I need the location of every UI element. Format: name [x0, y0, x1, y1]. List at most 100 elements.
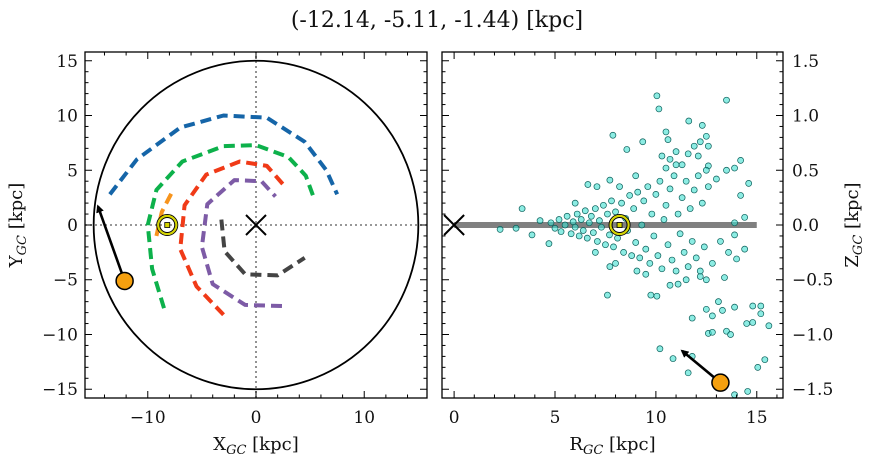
star-point — [646, 259, 654, 267]
star-point — [672, 161, 680, 169]
star-point — [723, 96, 730, 104]
star-point — [684, 263, 692, 270]
star-point — [581, 207, 589, 215]
star-point — [761, 356, 769, 364]
star-point — [731, 231, 738, 239]
star-point — [634, 188, 642, 196]
star-point — [633, 267, 641, 275]
star-point — [685, 117, 693, 125]
star-point — [668, 256, 676, 264]
star-point — [618, 199, 625, 207]
star-point — [696, 267, 704, 275]
star-point — [727, 331, 734, 338]
star-point — [623, 146, 631, 153]
star-point — [666, 185, 674, 193]
star-point — [518, 205, 526, 212]
star-point — [678, 194, 686, 201]
star-point — [632, 239, 640, 246]
spiral-arm — [199, 178, 283, 309]
star-point — [555, 216, 563, 223]
star-point — [591, 249, 599, 256]
star-point — [690, 186, 698, 194]
star-point — [684, 150, 692, 158]
star-point — [561, 221, 569, 229]
star-point — [551, 224, 559, 232]
star-point — [584, 181, 592, 188]
velocity-arrow — [96, 204, 126, 282]
star-point — [666, 155, 674, 163]
star-point — [512, 224, 520, 232]
star-point — [536, 217, 544, 224]
star-point — [642, 270, 650, 278]
star-point — [528, 231, 536, 239]
star-point — [655, 105, 663, 113]
star-point — [609, 131, 617, 139]
star-point — [733, 255, 740, 263]
y-tick-label: −0.5 — [792, 271, 833, 291]
star-point — [575, 232, 583, 240]
star-point — [674, 210, 682, 218]
star-point — [702, 276, 710, 284]
y-tick-label: 0.0 — [792, 216, 819, 236]
star-point — [648, 210, 656, 218]
star-point — [698, 199, 706, 207]
star-point — [626, 192, 634, 199]
x-tick-label: −10 — [130, 408, 166, 428]
star-point — [757, 310, 765, 318]
star-point — [600, 201, 607, 209]
star-point — [723, 166, 730, 174]
star-point — [700, 243, 708, 251]
spiral-arm — [145, 143, 316, 309]
star-point — [662, 128, 670, 136]
star-point — [579, 227, 587, 234]
star-point — [545, 240, 553, 247]
sun-ring — [157, 214, 178, 236]
sun-inner-ring — [611, 217, 628, 233]
y-tick-label: 0.5 — [792, 161, 819, 181]
star-point — [604, 210, 611, 218]
star-point — [725, 249, 732, 256]
star-point — [594, 238, 601, 245]
star-point — [577, 216, 585, 223]
plot-area — [443, 92, 773, 398]
boundary-circle — [92, 59, 420, 391]
star-point — [745, 180, 753, 187]
star-point — [709, 328, 716, 336]
star-point — [741, 213, 749, 221]
star-point — [702, 166, 710, 174]
star-point — [717, 238, 724, 245]
y-tick-label: 5 — [67, 161, 78, 181]
y-tick-label: 1.0 — [792, 107, 819, 127]
star-point — [656, 177, 664, 185]
star-point — [598, 223, 605, 231]
ticks — [85, 52, 427, 398]
star-point — [571, 199, 579, 207]
star-point — [496, 226, 504, 233]
star-point — [702, 132, 710, 140]
x-tick-label: 10 — [353, 408, 375, 428]
star-point — [563, 212, 571, 220]
star-point — [620, 249, 627, 256]
star-point — [731, 303, 738, 311]
star-point — [765, 322, 773, 330]
spiral-arm — [219, 219, 306, 278]
sun-center-marker — [616, 222, 623, 228]
star-point — [587, 212, 595, 220]
star-point — [593, 183, 601, 191]
sun-outer-ring — [608, 214, 631, 236]
star-point — [719, 307, 726, 314]
star-point — [656, 345, 664, 353]
star-point — [596, 217, 603, 224]
star-point — [557, 228, 565, 235]
y-tick-label: 10 — [56, 107, 78, 127]
star-point — [638, 221, 646, 229]
plot-area — [85, 52, 427, 398]
x-tick-label: 15 — [746, 408, 768, 428]
star-point — [644, 183, 652, 191]
star-point — [632, 172, 640, 180]
star-point — [721, 274, 728, 281]
object-marker — [115, 271, 134, 291]
star-point — [628, 252, 636, 260]
star-point — [604, 291, 611, 299]
figure-title: (-12.14, -5.11, -1.44) [kpc] — [291, 8, 583, 33]
